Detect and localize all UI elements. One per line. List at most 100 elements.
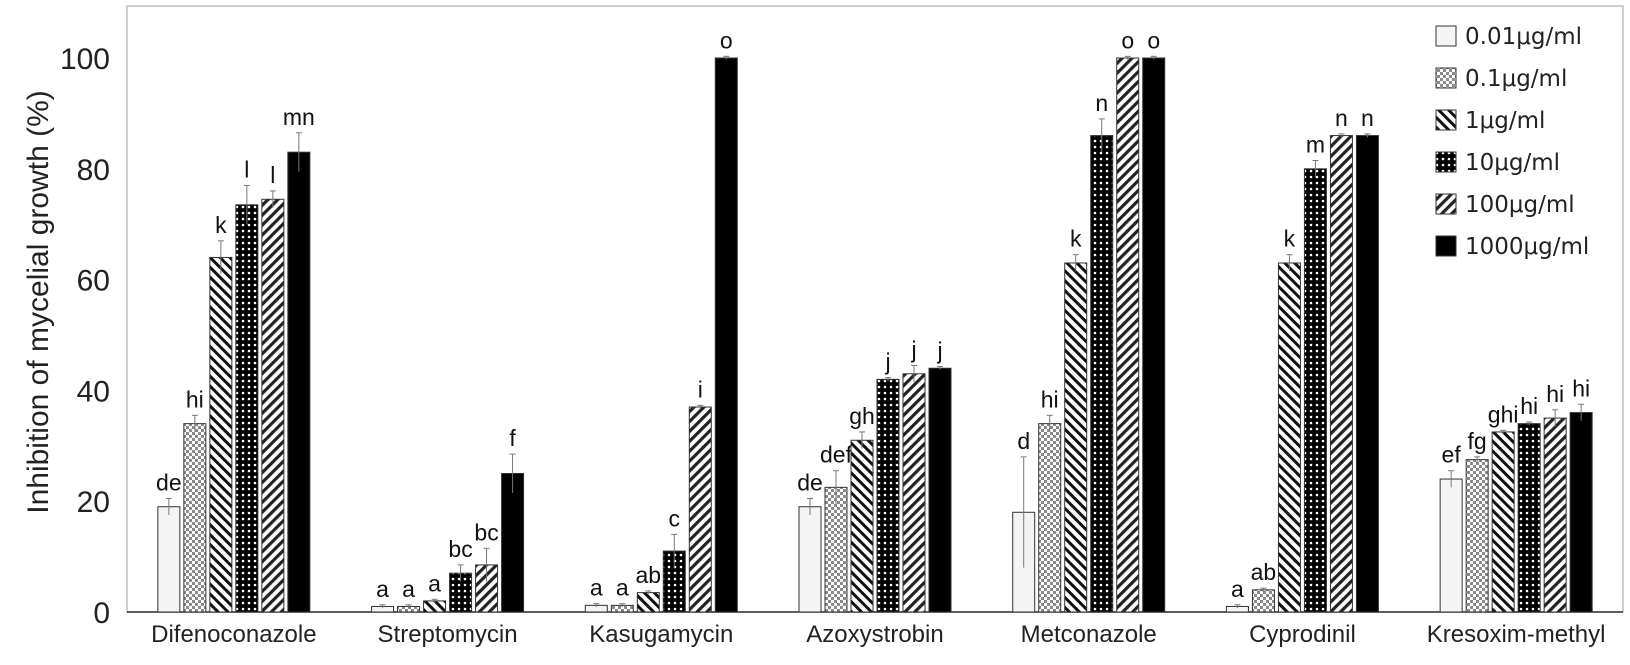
bar <box>798 506 822 613</box>
bar <box>1090 135 1114 613</box>
significance-label: m <box>1306 131 1325 157</box>
bar <box>688 406 712 613</box>
bar <box>1116 57 1140 613</box>
bar <box>1569 412 1593 613</box>
bar <box>1355 135 1379 613</box>
legend-label: 0.1μg/ml <box>1465 66 1567 92</box>
significance-label: l <box>270 162 275 188</box>
significance-label: j <box>884 349 890 375</box>
plot-frame <box>126 5 1624 613</box>
significance-label: n <box>1095 90 1108 116</box>
significance-label: def <box>820 442 853 468</box>
significance-label: mn <box>283 104 315 130</box>
bar <box>1329 135 1353 613</box>
category-label: Streptomycin <box>378 621 518 648</box>
legend-swatch <box>1435 109 1457 131</box>
significance-label: a <box>428 570 441 596</box>
y-axis-ticks: 0 20 40 60 80 100 <box>60 43 110 630</box>
category-label: Azoxystrobin <box>806 621 943 648</box>
significance-label: fg <box>1468 428 1487 454</box>
y-tick-label: 100 <box>60 43 110 76</box>
significance-label: a <box>616 575 629 601</box>
significance-label: l <box>244 156 249 182</box>
legend-swatch <box>1435 193 1457 215</box>
significance-label: j <box>910 336 916 362</box>
bar <box>928 367 952 613</box>
bar <box>1251 589 1275 613</box>
bar <box>183 423 207 613</box>
y-tick-label: 20 <box>77 486 110 519</box>
legend-swatch <box>1435 235 1457 257</box>
legend-swatch <box>1435 67 1457 89</box>
bar <box>1439 478 1463 613</box>
significance-label: d <box>1017 428 1030 454</box>
bar <box>1303 168 1327 613</box>
significance-label: hi <box>1546 381 1564 407</box>
significance-label: ab <box>635 562 661 588</box>
legend-label: 1μg/ml <box>1465 108 1545 134</box>
bar <box>876 378 900 613</box>
bar <box>1038 423 1062 613</box>
significance-label: a <box>376 576 389 602</box>
significance-label: i <box>698 376 703 402</box>
bar <box>235 204 259 613</box>
category-label: Kresoxim-methyl <box>1427 621 1606 648</box>
legend: 0.01μg/ml 0.1μg/ml 1μg/ml 10μg/ml 100μg/ml 10… <box>1435 24 1589 260</box>
significance-label: o <box>720 27 733 53</box>
category-label: Cyprodinil <box>1249 621 1356 648</box>
y-tick-label: 40 <box>77 375 110 408</box>
y-tick-label: 60 <box>77 265 110 298</box>
legend-swatch <box>1435 151 1457 173</box>
bar <box>1064 262 1088 613</box>
y-tick-label: 0 <box>93 597 110 630</box>
bar <box>1142 57 1166 613</box>
significance-label: a <box>1231 576 1244 602</box>
legend-label: 1000μg/ml <box>1465 234 1589 260</box>
significance-label: bc <box>448 536 472 562</box>
bar <box>1277 262 1301 613</box>
legend-swatch <box>1435 25 1457 47</box>
significance-label: k <box>1284 226 1296 252</box>
significance-label: gh <box>849 403 875 429</box>
legend-label: 100μg/ml <box>1465 192 1575 218</box>
bar <box>1465 459 1489 613</box>
bar <box>1517 423 1541 613</box>
significance-label: o <box>1121 27 1134 53</box>
significance-label: a <box>402 576 415 602</box>
significance-label: ghi <box>1488 401 1519 427</box>
y-axis-title: Inhibition of mycelial growth (%) <box>22 90 55 514</box>
significance-label: k <box>1070 226 1082 252</box>
bar <box>501 473 525 613</box>
significance-label: n <box>1335 105 1348 131</box>
legend-label: 10μg/ml <box>1465 150 1560 176</box>
significance-label: o <box>1147 27 1160 53</box>
category-label: Metconazole <box>1021 621 1157 648</box>
significance-label: de <box>797 469 823 495</box>
y-tick-label: 80 <box>77 154 110 187</box>
bar <box>287 151 311 613</box>
bar <box>850 439 874 613</box>
bar <box>209 256 233 613</box>
significance-label: hi <box>186 386 204 412</box>
bar <box>714 57 738 613</box>
bar <box>261 198 285 613</box>
significance-label: ef <box>1442 442 1462 468</box>
significance-label: k <box>215 212 227 238</box>
category-label: Kasugamycin <box>589 621 733 648</box>
significance-label: f <box>509 425 516 451</box>
bar <box>1491 431 1515 613</box>
bar <box>636 592 660 613</box>
significance-label: n <box>1361 105 1374 131</box>
bar <box>902 373 926 613</box>
significance-label: c <box>669 505 681 531</box>
significance-label: ab <box>1251 559 1277 585</box>
significance-label: j <box>936 338 942 364</box>
significance-label: bc <box>474 519 498 545</box>
category-labels: Difenoconazole Streptomycin Kasugamycin Azo… <box>151 621 1605 648</box>
category-label: Difenoconazole <box>151 621 316 648</box>
bar <box>1543 417 1567 613</box>
significance-label: hi <box>1572 375 1590 401</box>
bar <box>824 486 848 613</box>
